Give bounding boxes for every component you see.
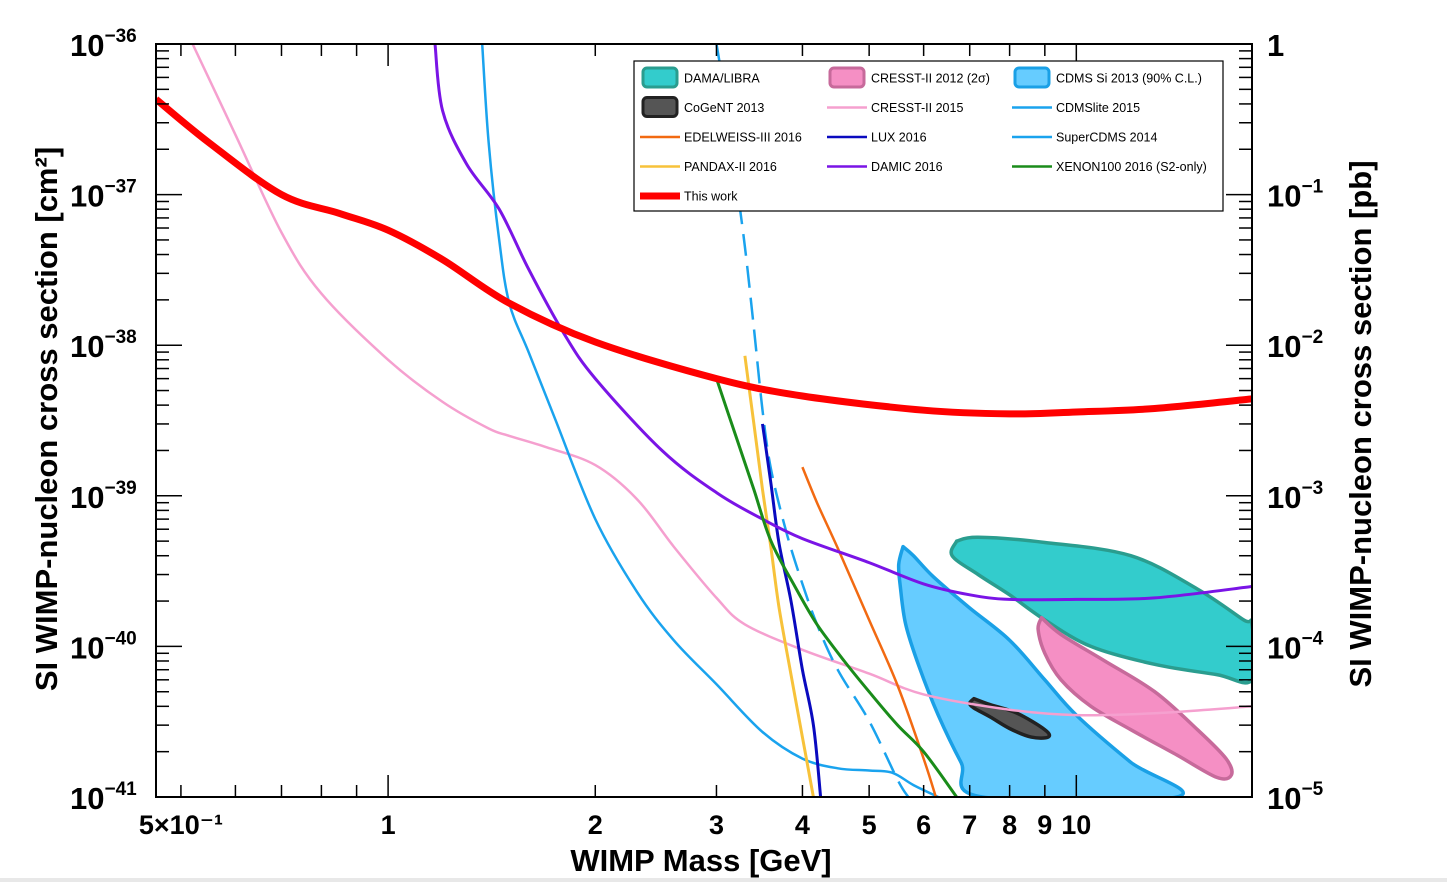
y-tick-label-right: 1 (1267, 28, 1284, 63)
legend-label: CRESST-II 2015 (871, 101, 963, 115)
legend-label: SuperCDMS 2014 (1056, 131, 1157, 145)
legend-swatch (828, 66, 866, 89)
curve-lux (761, 423, 823, 797)
curve-damic (433, 44, 1252, 602)
curve-cresst2015 (191, 44, 1252, 717)
legend: DAMA/LIBRA CRESST-II 2012 (2σ) CDMS Si 201… (633, 60, 1224, 212)
legend-label: EDELWEISS-III 2016 (684, 131, 802, 145)
legend-entry-cdms_si: CDMS Si 2013 (90% C.L.) (1013, 66, 1202, 89)
legend-label: LUX 2016 (871, 131, 927, 145)
legend-label: CDMSlite 2015 (1056, 101, 1140, 115)
curve-edelweiss (801, 466, 937, 797)
legend-swatch (1013, 66, 1051, 89)
legend-entry-damic: DAMIC 2016 (827, 160, 943, 174)
x-tick-label: 3 (709, 810, 724, 840)
x-tick-label: 7 (962, 810, 977, 840)
axis-tick-labels: 5×10⁻¹ 1 2 3 4 5 6 7 8 9 1010−4110−4010−3910−3810−… (70, 26, 1324, 840)
legend-entry-cdmslite: CDMSlite 2015 (1012, 101, 1140, 115)
legend-swatch (641, 96, 679, 118)
legend-label: CRESST-II 2012 (2σ) (871, 72, 990, 86)
legend-entry-xenon100: XENON100 2016 (S2-only) (1012, 160, 1207, 174)
y-tick-label-left: 10−38 (70, 327, 137, 364)
signal-regions (896, 535, 1252, 797)
legend-label: CoGeNT 2013 (684, 101, 764, 115)
limit-curves (156, 44, 1252, 797)
legend-entry-dama: DAMA/LIBRA (641, 66, 760, 89)
x-tick-label: 4 (795, 810, 810, 840)
window-bottom-edge (0, 878, 1447, 882)
y-tick-label-right: 10−5 (1267, 779, 1324, 816)
y-tick-label-left: 10−39 (70, 478, 137, 515)
curve-pandax (743, 355, 815, 797)
legend-label: PANDAX-II 2016 (684, 160, 777, 174)
x-tick-label: 9 (1037, 810, 1052, 840)
region-cresst2012 (1036, 615, 1234, 781)
legend-label: DAMA/LIBRA (684, 72, 760, 86)
y-axis-title-left: SI WIMP-nucleon cross section [cm²] (29, 147, 64, 691)
legend-entry-lux: LUX 2016 (827, 131, 927, 145)
y-tick-label-right: 10−1 (1267, 177, 1324, 214)
x-tick-label: 5 (862, 810, 877, 840)
y-tick-label-left: 10−40 (70, 628, 137, 665)
curve-cdmslite (480, 44, 939, 797)
y-tick-label-right: 10−3 (1267, 478, 1323, 515)
legend-label: DAMIC 2016 (871, 160, 943, 174)
legend-entry-thiswork: This work (640, 190, 738, 204)
legend-label: This work (684, 190, 738, 204)
curve-thiswork (156, 96, 1252, 418)
region-cdms_si (896, 544, 1186, 797)
y-axis-title-right: SI WIMP-nucleon cross section [pb] (1343, 160, 1378, 687)
legend-entry-pandax: PANDAX-II 2016 (640, 160, 777, 174)
y-tick-label-left: 10−36 (70, 26, 137, 63)
x-tick-label: 10 (1061, 810, 1091, 840)
legend-entry-cogent: CoGeNT 2013 (641, 96, 764, 118)
legend-label: CDMS Si 2013 (90% C.L.) (1056, 72, 1202, 86)
axis-ticks (156, 43, 1252, 798)
legend-entry-edelweiss: EDELWEISS-III 2016 (640, 131, 802, 145)
y-tick-label-left: 10−37 (70, 177, 137, 214)
x-tick-label: 6 (916, 810, 931, 840)
x-tick-label: 1 (381, 810, 396, 840)
legend-entry-supercdms: SuperCDMS 2014 (1012, 131, 1157, 145)
x-axis-title: WIMP Mass [GeV] (570, 843, 831, 878)
y-tick-label-right: 10−4 (1267, 628, 1324, 665)
legend-entry-cresst2012: CRESST-II 2012 (2σ) (828, 66, 990, 89)
x-tick-label: 5×10⁻¹ (139, 810, 223, 840)
legend-swatch (641, 66, 679, 89)
y-tick-label-left: 10−41 (70, 779, 137, 816)
y-tick-label-right: 10−2 (1267, 327, 1323, 364)
plot-frame (155, 43, 1253, 798)
legend-label: XENON100 2016 (S2-only) (1056, 160, 1207, 174)
legend-box (633, 60, 1224, 212)
curve-xenon100 (715, 378, 958, 797)
x-tick-label: 8 (1002, 810, 1017, 840)
legend-entry-cresst2015: CRESST-II 2015 (827, 101, 963, 115)
x-tick-label: 2 (588, 810, 603, 840)
region-dama (949, 535, 1252, 685)
